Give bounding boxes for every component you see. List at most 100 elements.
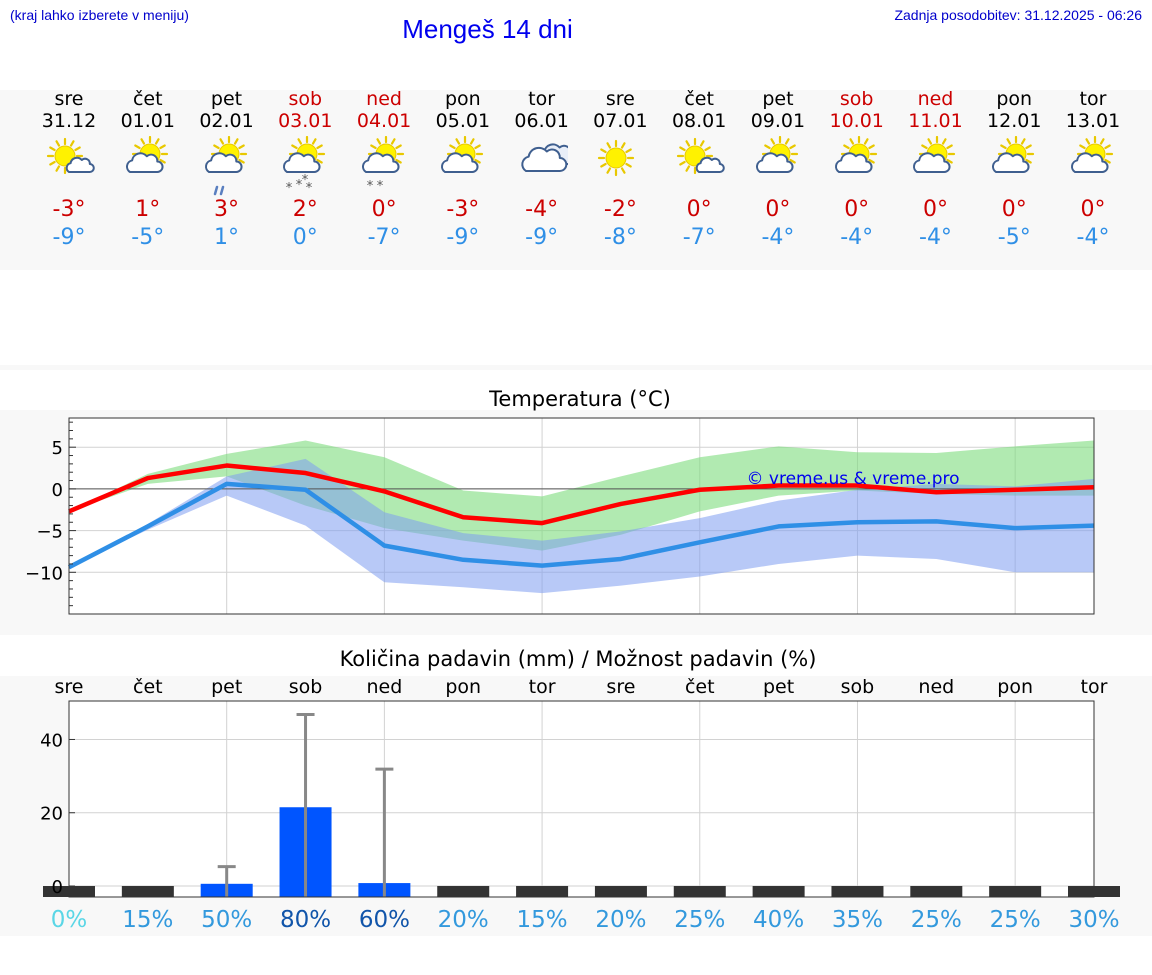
day-date: 02.01 [199,110,254,132]
day-date: 07.01 [593,110,648,132]
mostly-cloudy-sun-icon [755,136,799,173]
day-column: pet 09.01 0° -4° [738,89,818,252]
mostly-cloudy-sun-icon [834,136,877,173]
precip-probability-label: 20% [595,907,646,933]
min-temp-point [620,558,622,560]
day-column: tor 06.01 -4° -9° [502,89,582,252]
day-column: sre 07.01 -2° -8° [580,89,660,252]
min-temp: -9° [525,225,559,250]
day-name: pon [444,88,481,110]
category-label: pon [445,676,481,698]
day-date: 05.01 [435,110,491,132]
day-name: sre [605,88,635,110]
cloudy-sun-snow-icon: * * ** [283,136,326,196]
day-name: ned [366,88,402,110]
category-label: tor [1081,676,1108,698]
category-label: pet [211,676,242,698]
precip-probability-label: 60% [359,907,410,933]
day-column: sob 10.01 0° -4° [817,89,897,252]
day-date: 13.01 [1065,110,1121,132]
min-temp-point [305,489,307,491]
max-temp-point [462,516,464,518]
max-temp: 2° [292,197,318,222]
precip-bar [594,886,647,897]
min-temp-point [699,541,701,543]
y-tick-label: 0 [52,877,63,898]
day-name: sob [288,88,323,110]
category-label: ned [366,676,402,698]
menu-hint: (kraj lahko izberete v meniju) [10,7,189,23]
category-label: pet [763,676,794,698]
precip-bar [910,886,963,897]
category-label: sre [606,676,635,698]
y-tick-label: −10 [25,563,63,584]
temperature-chart-title: Temperatura (°C) [489,387,671,411]
min-temp: -7° [682,225,716,250]
cloudy-sun-light-snow-icon: * * [362,136,405,194]
plot-area [69,701,1094,897]
category-label: čet [685,676,715,698]
precip-probability-label: 50% [201,907,252,933]
max-temp: 0° [922,197,948,222]
svg-text:*: * [377,179,384,194]
sunny-icon [598,139,635,177]
category-label: pon [997,676,1033,698]
y-tick-label: 40 [40,730,63,751]
daily-forecast-panel [0,90,1152,270]
precip-probability-label: 15% [122,907,173,933]
svg-text:*: * [306,181,313,196]
precip-bar [516,886,569,897]
min-range-band [69,458,1094,594]
plot-frame [68,417,1095,615]
divider [0,365,1152,370]
day-name: čet [132,88,163,110]
precip-probability-label: 35% [832,907,883,933]
category-label: ned [918,676,954,698]
max-temp: -3° [52,197,86,222]
max-temp: 0° [1001,197,1027,222]
precip-bar [673,886,726,897]
precip-bar [752,886,805,897]
svg-text:*: * [286,181,293,196]
max-temp: 0° [765,197,791,222]
mostly-cloudy-sun-icon [992,136,1035,173]
max-temp-point [856,485,858,487]
max-temp: -3° [446,197,480,222]
category-label: tor [529,676,556,698]
day-column: tor 13.01 0° -4° [1053,89,1133,252]
last-update: Zadnja posodobitev: 31.12.2025 - 06:26 [894,7,1142,23]
temperature-chart: 5 0 −5 −10 © vreme.us & vreme.pro [25,417,1095,615]
day-column: pon 12.01 0° -5° [974,89,1054,252]
min-temp-point [778,525,780,527]
category-label: sre [55,676,84,698]
min-temp: -5° [997,225,1031,250]
min-temp: -4° [840,225,874,250]
cloudy-sun-rain-icon [204,136,247,196]
day-name: pon [996,88,1033,110]
max-temp-point [778,485,780,487]
category-label: sob [841,676,875,698]
page-title: Mengeš 14 dni [402,14,573,44]
min-temp-point [226,483,228,485]
day-name: tor [528,88,556,110]
day-name: ned [917,88,954,110]
svg-text:*: * [296,178,303,193]
max-temp-point [383,490,385,492]
partly-cloudy-icon [677,137,725,175]
min-temp-line [67,481,1095,570]
precip-probability-label: 20% [438,907,489,933]
day-column: sre 31.12 -3° -9° [29,89,109,252]
day-date: 08.01 [671,110,727,132]
overcast-icon [520,143,568,172]
precip-probability-label: 25% [990,907,1041,933]
min-temp: -9° [446,225,480,250]
day-name: pet [210,88,243,110]
mostly-cloudy-sun-icon [440,136,483,173]
min-temp-point [383,545,385,547]
y-tick-label: 5 [52,438,63,459]
max-temp-point [620,503,622,505]
max-temp: -2° [603,197,637,222]
day-name: pet [762,88,794,110]
max-temp-point [147,477,149,479]
max-temp-point [305,472,307,474]
